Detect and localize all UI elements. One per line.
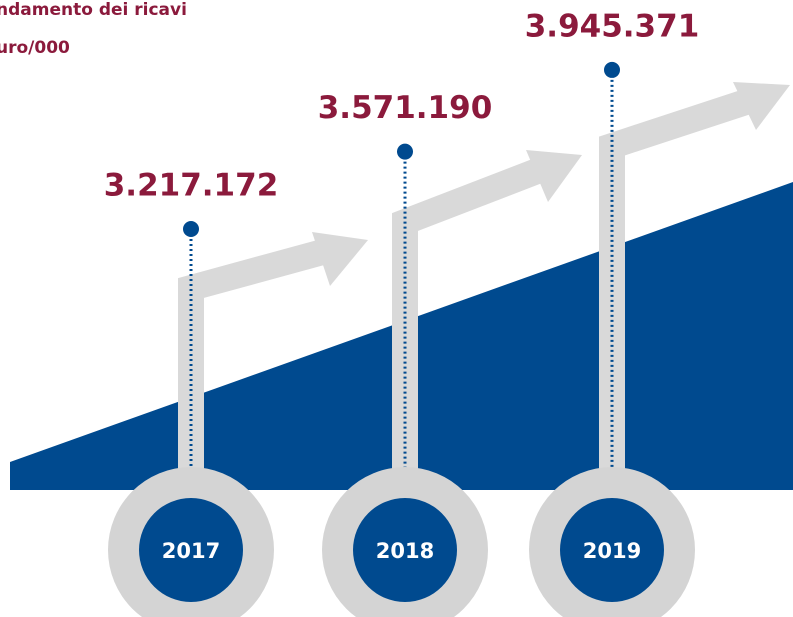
year-disc <box>139 498 243 602</box>
arrowhead <box>733 82 790 130</box>
chart-title: ndamento dei ricavi <box>0 0 187 20</box>
value-label: 3.217.172 <box>104 167 279 203</box>
arrowhead <box>312 232 368 286</box>
chart-subtitle: uro/000 <box>0 38 70 58</box>
arrowhead <box>526 150 582 202</box>
year-label: 2018 <box>376 539 434 563</box>
value-label: 3.945.371 <box>525 8 700 44</box>
year-label: 2017 <box>162 539 220 563</box>
year-label: 2019 <box>583 539 641 563</box>
arrowheads <box>312 82 790 286</box>
year-disc <box>560 498 664 602</box>
dot <box>183 220 199 237</box>
dot <box>397 143 413 160</box>
year-disc <box>353 498 457 602</box>
value-label: 3.571.190 <box>318 90 493 126</box>
dot <box>604 61 620 78</box>
